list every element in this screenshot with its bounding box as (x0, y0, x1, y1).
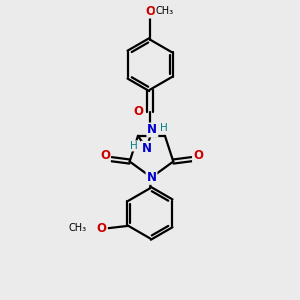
Text: O: O (100, 149, 110, 162)
Text: H: H (160, 123, 168, 133)
Text: N: N (142, 142, 152, 155)
Text: H: H (130, 141, 138, 151)
Text: O: O (145, 4, 155, 18)
Text: N: N (147, 124, 158, 136)
Text: N: N (146, 171, 157, 184)
Text: O: O (97, 222, 107, 235)
Text: O: O (193, 149, 203, 162)
Text: CH₃: CH₃ (155, 6, 173, 16)
Text: O: O (134, 105, 144, 118)
Text: CH₃: CH₃ (69, 223, 87, 233)
